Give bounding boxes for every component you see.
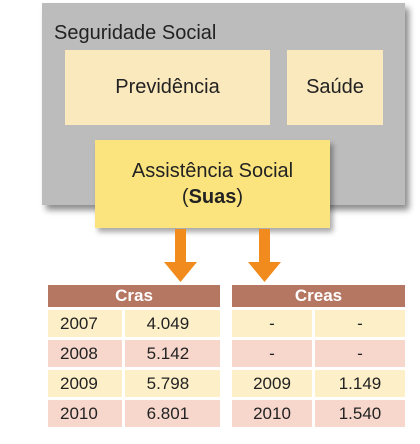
suas: Suas (188, 186, 237, 208)
paren: ) (236, 186, 244, 208)
row: 2010 1.540 (232, 400, 405, 427)
count-cell: - (315, 310, 405, 337)
row: 2009 5.798 (48, 370, 220, 397)
label: Previdência (115, 76, 220, 98)
year-cell: 2009 (232, 370, 312, 397)
label: Saúde (306, 76, 364, 98)
header-row: Creas (232, 285, 405, 307)
count-cell: - (315, 340, 405, 367)
year-cell: 2008 (48, 340, 122, 367)
saude-box: Saúde (287, 50, 383, 125)
row: 2008 5.142 (48, 340, 220, 367)
row: -- (232, 340, 405, 367)
count-cell: 1.540 (315, 400, 405, 427)
header-cell: Creas (232, 285, 405, 307)
count-cell: 5.142 (124, 340, 220, 367)
year-cell: 2007 (48, 310, 122, 337)
header-row: Cras (48, 285, 220, 307)
count-cell: 1.149 (315, 370, 405, 397)
previdencia-box: Previdência (65, 50, 270, 125)
count-cell: 6.801 (124, 400, 220, 427)
creas-table: Creas - - - -2009 1.149 2010 1.540 (229, 282, 408, 430)
year-cell: - (232, 340, 312, 367)
row: 2009 1.149 (232, 370, 405, 397)
header-cell: Cras (48, 285, 220, 307)
paren: ( (181, 186, 189, 208)
count-cell: 5.798 (124, 370, 220, 397)
sublabel: (Suas) (182, 184, 243, 210)
row: -- (232, 310, 405, 337)
year-cell: 2010 (48, 400, 122, 427)
row: 2010 6.801 (48, 400, 220, 427)
assistencia-box: Assistência Social (Suas) (95, 140, 330, 228)
seguridade-title: Seguridade Social (54, 22, 217, 44)
year-cell: 2010 (232, 400, 312, 427)
label: Assistência Social (131, 160, 294, 182)
arrow (164, 229, 197, 282)
count-cell: 4.049 (124, 310, 220, 337)
arrow (248, 229, 281, 282)
cras-table: Cras 2007 4.049 2008 5.142 2009 5.798 2010 6.801 (45, 282, 223, 430)
row: 2007 4.049 (48, 310, 220, 337)
year-cell: 2009 (48, 370, 122, 397)
year-cell: - (232, 310, 312, 337)
